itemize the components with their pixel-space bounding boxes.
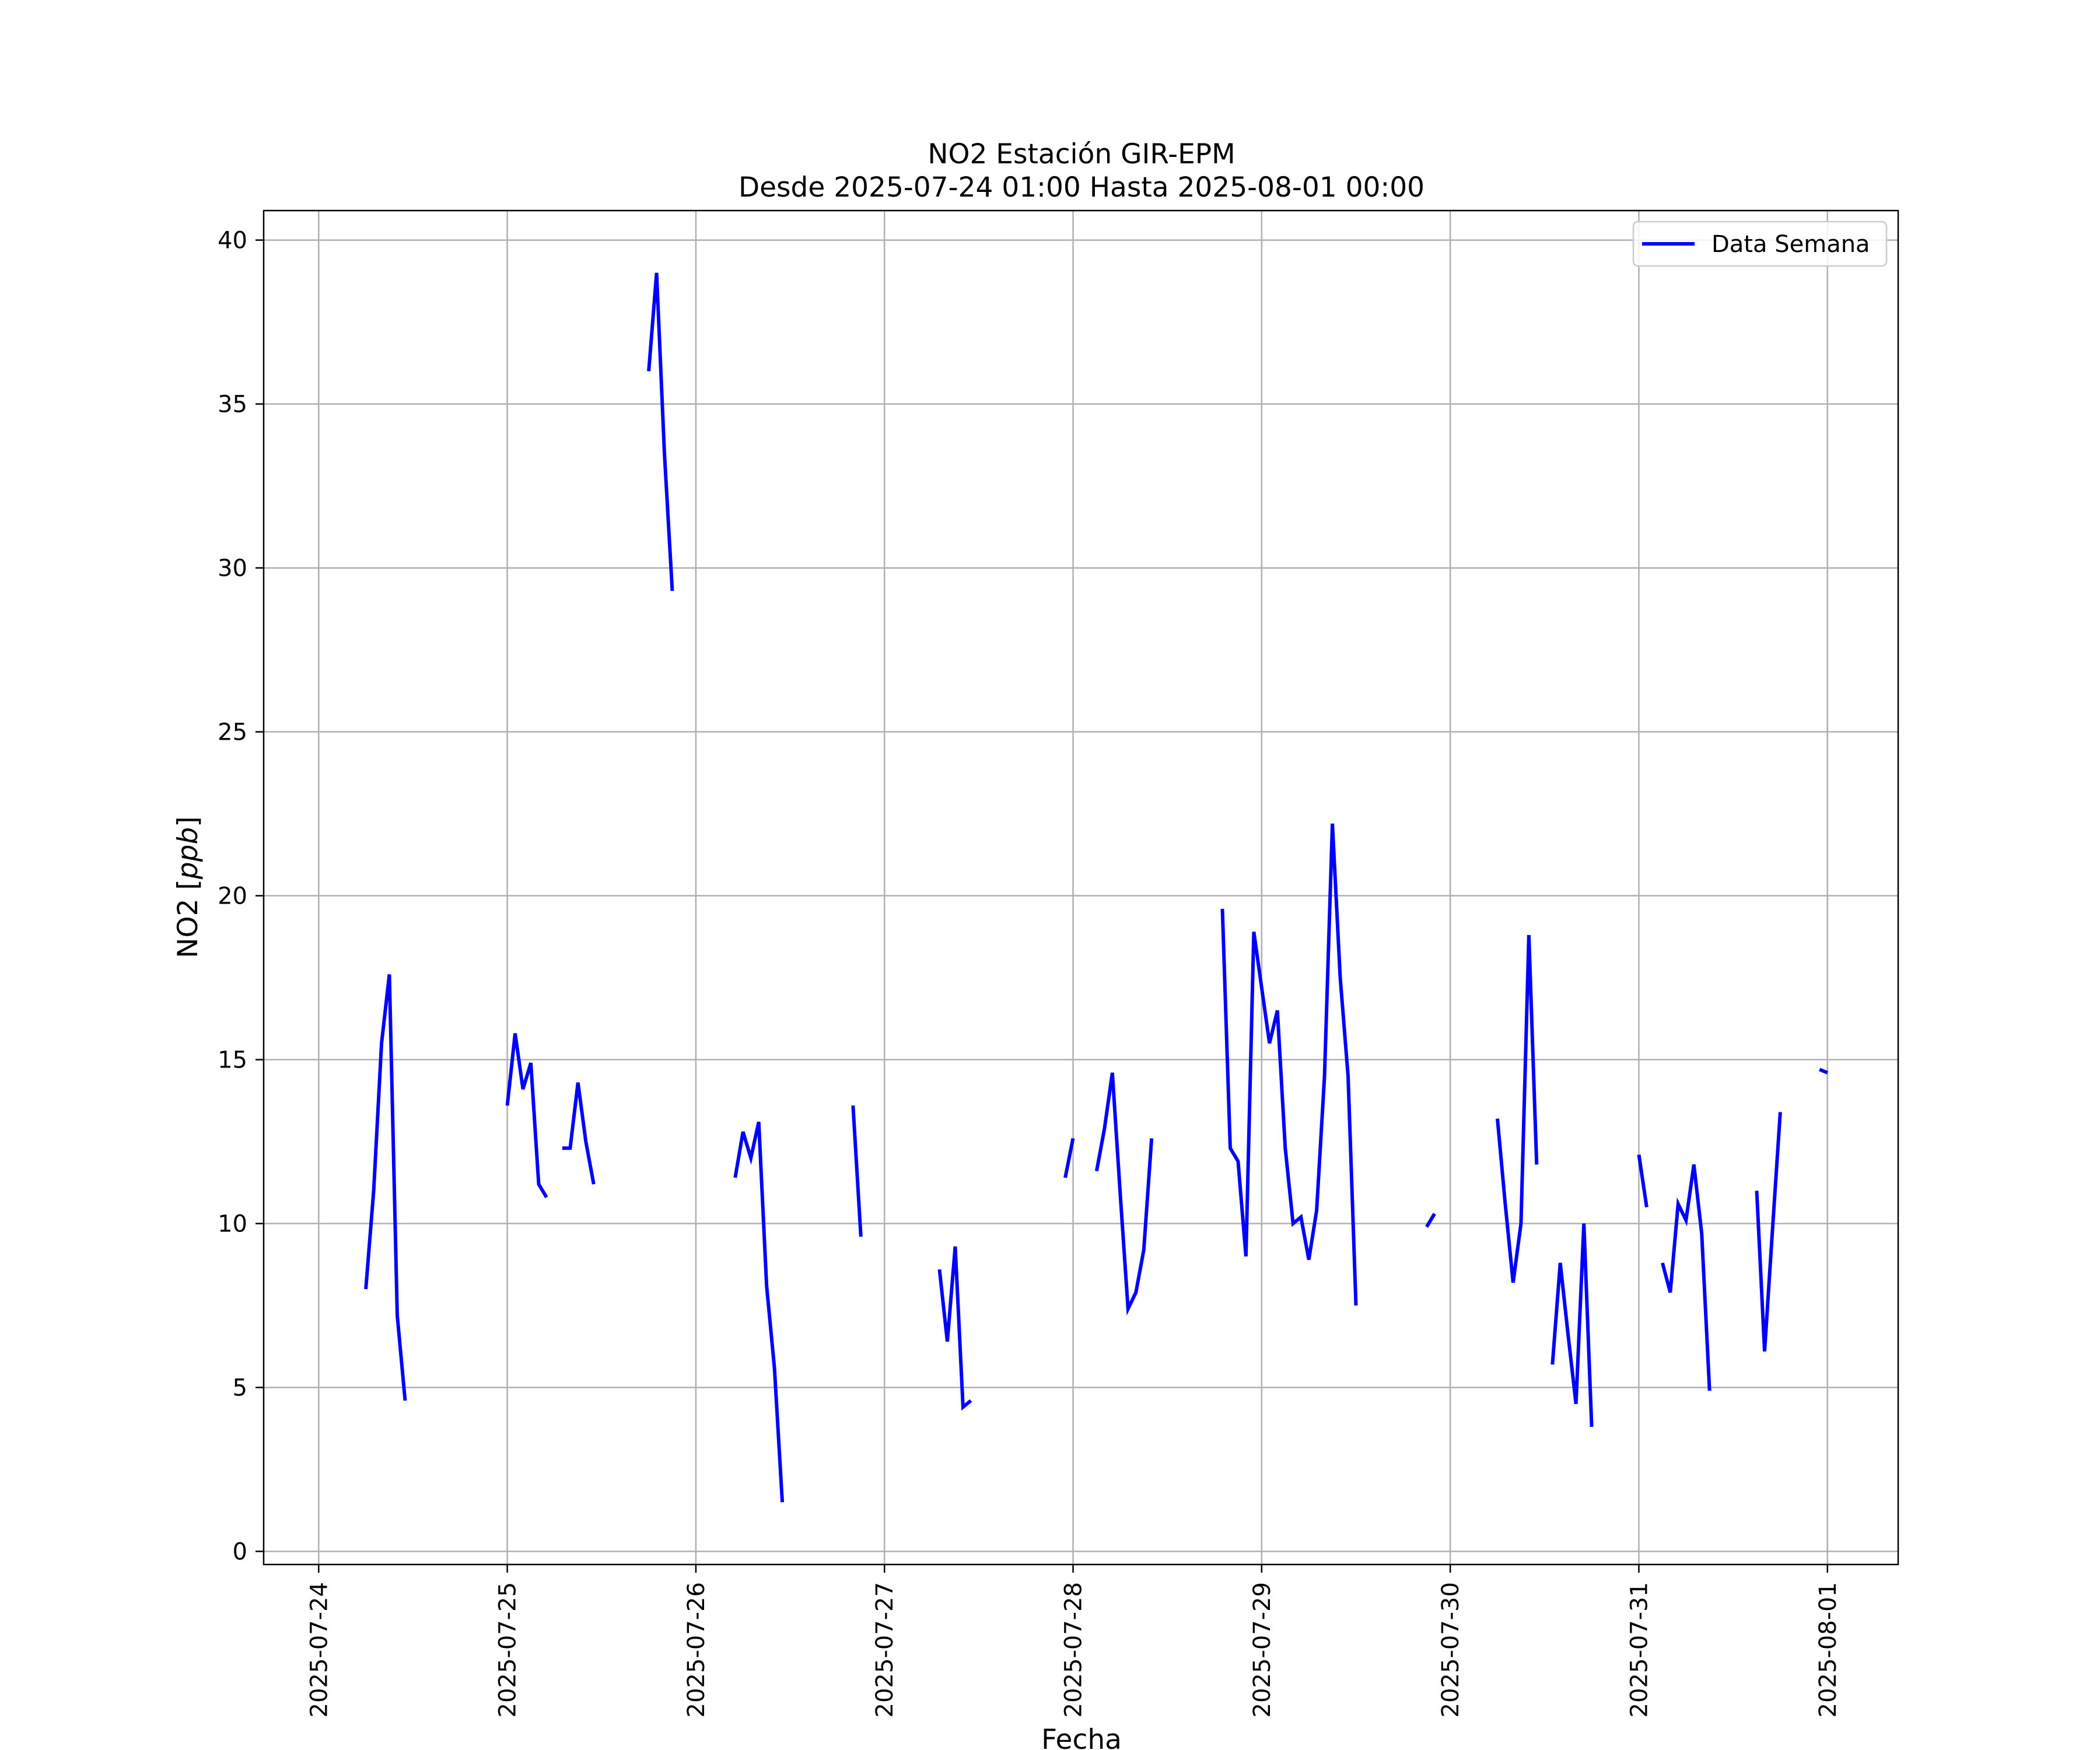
y-axis-label: NO2 [ppb] <box>172 816 204 958</box>
x-tick-label: 2025-07-24 <box>306 1582 332 1717</box>
x-tick-label: 2025-08-01 <box>1815 1582 1842 1717</box>
series-line-segment <box>937 1246 972 1411</box>
legend-label: Data Semana <box>1712 231 1870 258</box>
y-tick-label: 10 <box>218 1211 247 1238</box>
series-line-segment <box>733 1121 785 1503</box>
series-line-segment <box>1425 1213 1436 1228</box>
x-tick-label: 2025-07-31 <box>1626 1582 1653 1717</box>
x-tick-label: 2025-07-30 <box>1437 1582 1464 1717</box>
y-tick-label: 20 <box>218 883 247 910</box>
x-axis-ticks: 2025-07-24 2025-07-25 2025-07-26 2025-07-27… <box>306 1564 1842 1717</box>
series-line-segment <box>562 1082 596 1185</box>
y-axis-label-prefix: NO2 [ <box>172 879 204 958</box>
y-axis-label-unit: ppb <box>172 827 204 880</box>
series-line-segment <box>851 1105 863 1237</box>
series-line-segment <box>364 974 407 1401</box>
y-tick-label: 5 <box>233 1375 247 1402</box>
y-axis-label-suffix: ] <box>172 816 204 827</box>
y-tick-label: 40 <box>218 228 247 254</box>
legend-box <box>1632 220 1888 267</box>
series-line-segment <box>1637 1154 1648 1208</box>
chart-subtitle: Desde 2025-07-24 01:00 Hasta 2025-08-01 … <box>738 172 1424 204</box>
plot-area-frame <box>262 209 1899 1566</box>
series-line-segment <box>1819 1068 1828 1074</box>
series-line-segment <box>647 272 674 592</box>
series-line-segment <box>1496 935 1539 1283</box>
x-tick-label: 2025-07-28 <box>1060 1582 1087 1717</box>
legend: Data Semana <box>1632 220 1888 267</box>
x-tick-label: 2025-07-25 <box>495 1582 522 1717</box>
x-tick-label: 2025-07-29 <box>1249 1582 1276 1717</box>
y-tick-label: 0 <box>233 1539 247 1566</box>
data-lines <box>364 272 1828 1503</box>
x-tick-label: 2025-07-27 <box>872 1582 898 1717</box>
y-tick-label: 25 <box>218 719 247 746</box>
x-axis-label: Fecha <box>1041 1724 1122 1750</box>
series-line-segment <box>1660 1164 1712 1391</box>
y-tick-label: 30 <box>218 555 247 582</box>
y-tick-label: 35 <box>218 391 247 418</box>
y-axis-ticks: 0 5 10 15 20 25 30 35 40 <box>218 228 264 1566</box>
y-tick-label: 15 <box>218 1047 247 1074</box>
grid <box>264 211 1898 1564</box>
series-line-segment <box>1550 1223 1594 1427</box>
series-line-segment <box>1220 823 1358 1306</box>
x-tick-label: 2025-07-26 <box>683 1582 710 1717</box>
chart-title: NO2 Estación GIR-EPM <box>928 138 1235 170</box>
series-line-segment <box>1063 1138 1075 1178</box>
series-line-segment <box>1755 1112 1782 1352</box>
series-line-segment <box>1094 1072 1154 1316</box>
series-line-segment <box>505 1033 548 1199</box>
